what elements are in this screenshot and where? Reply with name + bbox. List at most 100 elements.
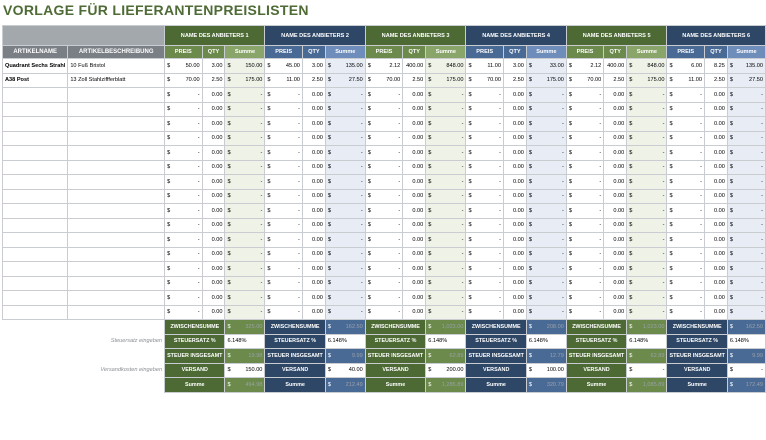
- price-cell[interactable]: $ -: [164, 246, 203, 262]
- qty-cell[interactable]: 0.00: [603, 145, 628, 161]
- qty-cell[interactable]: 0.00: [201, 101, 226, 117]
- qty-cell[interactable]: 0.00: [402, 261, 427, 277]
- item-name-cell[interactable]: [1, 217, 69, 233]
- qty-cell[interactable]: 0.00: [502, 130, 527, 146]
- qty-cell[interactable]: 0.00: [402, 188, 427, 204]
- sum-cell[interactable]: $ -: [726, 304, 766, 320]
- qty-cell[interactable]: 0.00: [502, 174, 527, 190]
- sum-cell[interactable]: $ -: [224, 174, 266, 190]
- price-cell[interactable]: $ -: [465, 174, 504, 190]
- price-cell[interactable]: $11.00: [465, 58, 504, 74]
- qty-cell[interactable]: 0.00: [301, 232, 326, 248]
- qty-cell[interactable]: 0.00: [703, 275, 728, 291]
- sum-cell[interactable]: $ -: [525, 232, 567, 248]
- price-cell[interactable]: $2.12: [364, 58, 404, 74]
- summary-value-total[interactable]: $494.98: [224, 377, 266, 393]
- sum-cell[interactable]: $ -: [626, 275, 668, 291]
- price-cell[interactable]: $2.12: [565, 58, 605, 74]
- qty-cell[interactable]: 0.00: [703, 304, 728, 320]
- qty-cell[interactable]: 0.00: [301, 203, 326, 219]
- sum-cell[interactable]: $ -: [525, 130, 567, 146]
- qty-cell[interactable]: 0.00: [201, 159, 226, 175]
- summary-value-subtotal[interactable]: $325.00: [224, 319, 266, 335]
- qty-cell[interactable]: 0.00: [201, 188, 226, 204]
- item-name-cell[interactable]: [1, 130, 69, 146]
- sum-cell[interactable]: $ -: [324, 101, 366, 117]
- qty-cell[interactable]: 0.00: [301, 116, 326, 132]
- item-name-cell[interactable]: [1, 275, 69, 291]
- price-cell[interactable]: $ -: [666, 290, 705, 306]
- summary-value-tax_total[interactable]: $19.98: [224, 348, 266, 364]
- item-desc-cell[interactable]: [67, 261, 166, 277]
- qty-cell[interactable]: 0.00: [603, 174, 628, 190]
- price-cell[interactable]: $ -: [364, 290, 404, 306]
- qty-cell[interactable]: 0.00: [703, 232, 728, 248]
- qty-cell[interactable]: 2.50: [502, 72, 527, 88]
- item-name-cell[interactable]: [1, 159, 69, 175]
- sum-cell[interactable]: $ -: [224, 261, 266, 277]
- price-cell[interactable]: $ -: [465, 101, 504, 117]
- price-cell[interactable]: $ -: [666, 275, 705, 291]
- sum-cell[interactable]: $ -: [324, 116, 366, 132]
- sum-cell[interactable]: $ -: [324, 174, 366, 190]
- qty-cell[interactable]: 0.00: [502, 261, 527, 277]
- sum-cell[interactable]: $ -: [726, 290, 766, 306]
- sum-cell[interactable]: $33.00: [525, 58, 567, 74]
- qty-cell[interactable]: 0.00: [301, 159, 326, 175]
- item-desc-cell[interactable]: [67, 130, 166, 146]
- price-cell[interactable]: $ -: [465, 145, 504, 161]
- qty-cell[interactable]: 2.50: [301, 72, 326, 88]
- qty-cell[interactable]: 0.00: [402, 232, 427, 248]
- price-cell[interactable]: $6.00: [666, 58, 705, 74]
- price-cell[interactable]: $ -: [565, 246, 605, 262]
- qty-cell[interactable]: 0.00: [402, 130, 427, 146]
- price-cell[interactable]: $ -: [364, 188, 404, 204]
- sum-cell[interactable]: $ -: [626, 130, 668, 146]
- sum-cell[interactable]: $ -: [324, 203, 366, 219]
- price-cell[interactable]: $ -: [465, 246, 504, 262]
- item-desc-cell[interactable]: 13 Zoll Stahlziffferblatt: [67, 72, 166, 88]
- qty-cell[interactable]: 0.00: [502, 188, 527, 204]
- sum-cell[interactable]: $ -: [224, 188, 266, 204]
- sum-cell[interactable]: $ -: [224, 116, 266, 132]
- qty-cell[interactable]: 0.00: [201, 87, 226, 103]
- price-cell[interactable]: $ -: [364, 304, 404, 320]
- price-cell[interactable]: $ -: [666, 130, 705, 146]
- sum-cell[interactable]: $ -: [626, 87, 668, 103]
- qty-cell[interactable]: 0.00: [603, 261, 628, 277]
- qty-cell[interactable]: 0.00: [201, 232, 226, 248]
- sum-cell[interactable]: $27.50: [324, 72, 366, 88]
- price-cell[interactable]: $ -: [164, 290, 203, 306]
- summary-value-tax_total[interactable]: $9.99: [324, 348, 366, 364]
- item-name-cell[interactable]: [1, 116, 69, 132]
- sum-cell[interactable]: $175.00: [626, 72, 668, 88]
- sum-cell[interactable]: $ -: [425, 246, 467, 262]
- sum-cell[interactable]: $135.00: [324, 58, 366, 74]
- qty-cell[interactable]: 0.00: [402, 87, 427, 103]
- sum-cell[interactable]: $ -: [425, 275, 467, 291]
- price-cell[interactable]: $ -: [364, 145, 404, 161]
- price-cell[interactable]: $ -: [666, 159, 705, 175]
- price-cell[interactable]: $ -: [565, 275, 605, 291]
- summary-value-tax_rate[interactable]: 6.148%: [525, 333, 567, 349]
- price-cell[interactable]: $ -: [164, 304, 203, 320]
- price-cell[interactable]: $ -: [565, 130, 605, 146]
- sum-cell[interactable]: $ -: [525, 290, 567, 306]
- summary-value-subtotal[interactable]: $208.00: [525, 319, 567, 335]
- qty-cell[interactable]: 0.00: [301, 188, 326, 204]
- sum-cell[interactable]: $ -: [224, 101, 266, 117]
- price-cell[interactable]: $ -: [164, 130, 203, 146]
- item-name-cell[interactable]: [1, 290, 69, 306]
- qty-cell[interactable]: 3.00: [201, 58, 226, 74]
- qty-cell[interactable]: 2.50: [603, 72, 628, 88]
- qty-cell[interactable]: 0.00: [201, 116, 226, 132]
- price-cell[interactable]: $ -: [364, 217, 404, 233]
- sum-cell[interactable]: $ -: [324, 217, 366, 233]
- item-desc-cell[interactable]: [67, 87, 166, 103]
- sum-cell[interactable]: $ -: [626, 188, 668, 204]
- qty-cell[interactable]: 0.00: [402, 217, 427, 233]
- item-desc-cell[interactable]: [67, 188, 166, 204]
- sum-cell[interactable]: $ -: [726, 217, 766, 233]
- item-desc-cell[interactable]: 10 Fuß Bristol: [67, 58, 166, 74]
- sum-cell[interactable]: $ -: [726, 261, 766, 277]
